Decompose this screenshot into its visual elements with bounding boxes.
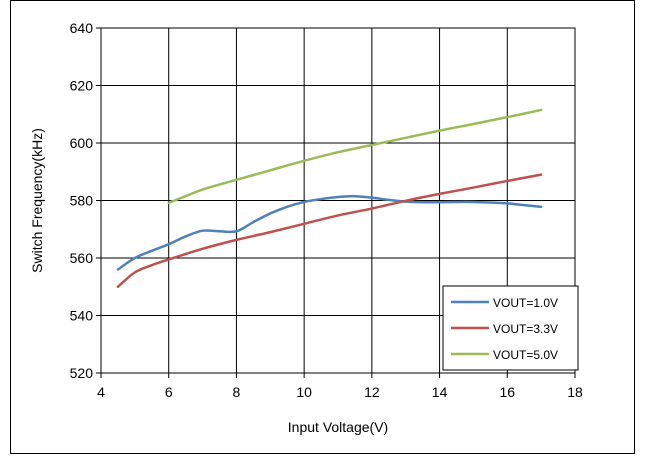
- x-tick-label: 10: [296, 384, 312, 400]
- y-tick-label: 620: [70, 78, 94, 94]
- x-axis-title: Input Voltage(V): [288, 419, 388, 435]
- y-tick-label: 600: [70, 135, 94, 151]
- series-lines: [116, 108, 543, 288]
- series-line-2: [116, 173, 543, 288]
- series-line-3: [167, 108, 543, 205]
- x-tick-label: 14: [432, 384, 448, 400]
- y-tick-label: 560: [70, 250, 94, 266]
- x-tick-label: 18: [567, 384, 583, 400]
- x-tick-label: 6: [165, 384, 173, 400]
- tick-labels: 4 6 8 10 12 14 16 18 520 540 560 580 600 620 640: [70, 20, 583, 400]
- x-tick-label: 12: [364, 384, 380, 400]
- y-tick-label: 540: [70, 308, 94, 324]
- x-tick-label: 8: [233, 384, 241, 400]
- y-tick-label: 520: [70, 365, 94, 381]
- y-tick-label: 580: [70, 193, 94, 209]
- x-tick-label: 4: [97, 384, 105, 400]
- legend: VOUT=1.0V VOUT=3.3V VOUT=5.0V: [442, 285, 579, 371]
- legend-label: VOUT=3.3V: [493, 322, 558, 336]
- chart-frame: [10, 0, 635, 454]
- y-axis-title: Switch Frequency(kHz): [29, 128, 45, 273]
- x-tick-label: 16: [499, 384, 515, 400]
- legend-label: VOUT=1.0V: [493, 296, 558, 310]
- series-line-1: [116, 194, 543, 271]
- y-tick-label: 640: [70, 20, 94, 36]
- legend-label: VOUT=5.0V: [493, 348, 558, 362]
